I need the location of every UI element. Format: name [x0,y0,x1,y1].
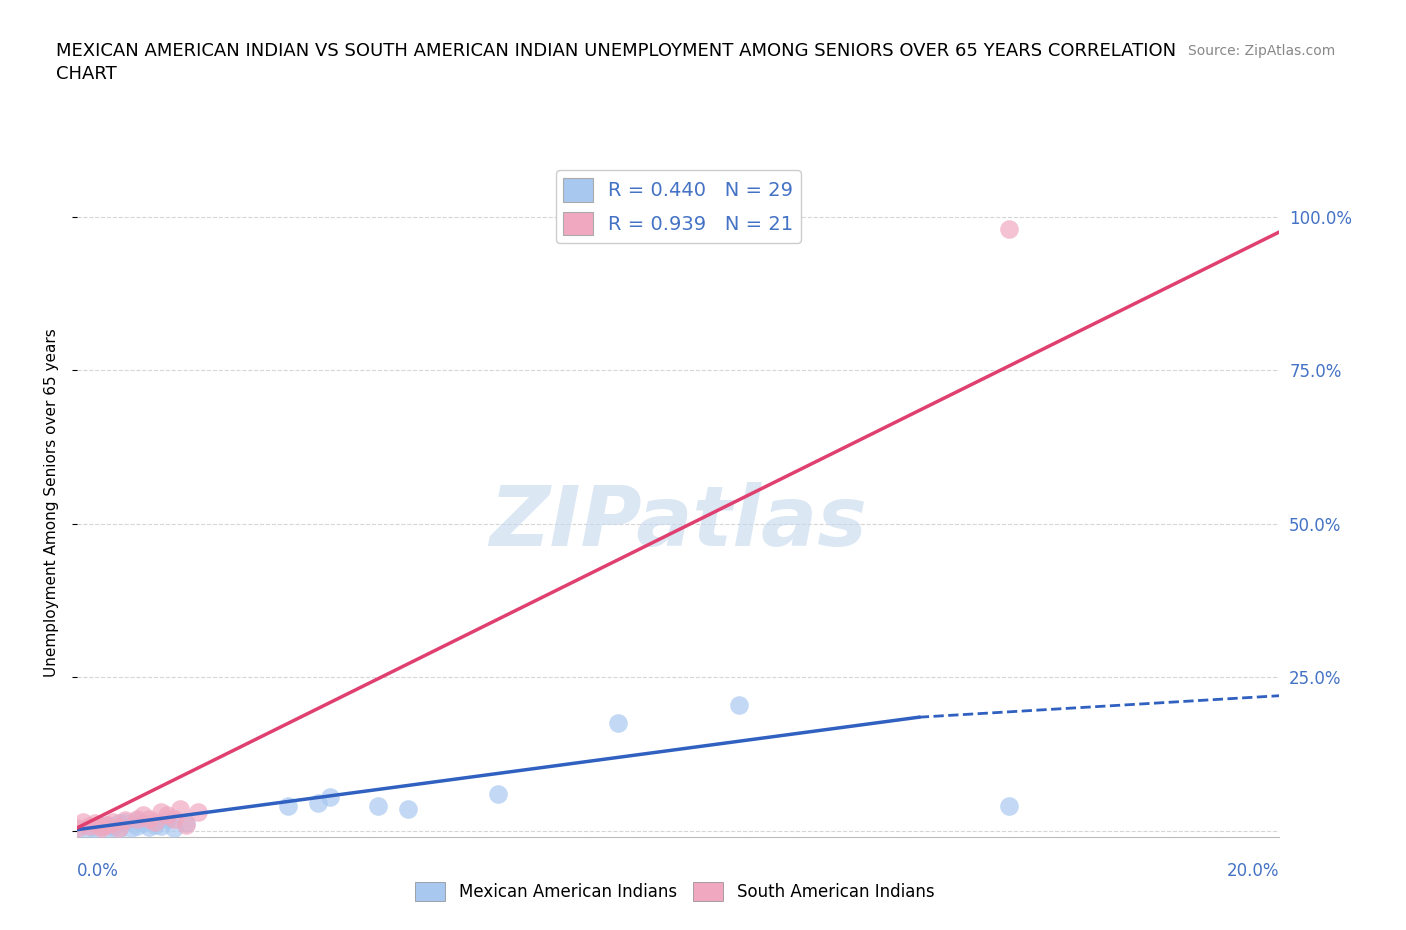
Point [132,808,155,823]
Text: 20.0%: 20.0% [1227,862,1279,881]
Point [150,805,173,820]
Point [174,816,197,830]
Point [156,808,179,823]
Point [72,815,94,830]
Point [169,802,191,817]
Point [66,822,89,837]
Point [145,817,167,832]
Legend: R = 0.440   N = 29, R = 0.939   N = 21: R = 0.440 N = 29, R = 0.939 N = 21 [555,170,801,243]
Point [307,796,329,811]
Text: MEXICAN AMERICAN INDIAN VS SOUTH AMERICAN INDIAN UNEMPLOYMENT AMONG SENIORS OVER: MEXICAN AMERICAN INDIAN VS SOUTH AMERICA… [56,42,1177,60]
Point [127,811,149,826]
Point [114,814,136,829]
Point [145,814,167,829]
Point [277,799,299,814]
Point [319,790,342,804]
Point [132,816,155,830]
Point [367,799,389,814]
Point [127,813,149,828]
Point [127,818,149,833]
Point [187,805,209,820]
Point [998,799,1021,814]
Point [998,221,1021,236]
Point [138,819,160,834]
Point [162,820,184,835]
Point [79,818,101,833]
Point [120,820,142,835]
Point [79,820,101,835]
Point [486,787,509,802]
Point [396,802,419,817]
Text: CHART: CHART [56,65,117,83]
Legend: Mexican American Indians, South American Indians: Mexican American Indians, South American… [409,875,941,908]
Point [174,817,197,832]
Point [138,811,160,826]
Text: 0.0%: 0.0% [77,862,120,881]
Point [96,821,118,836]
Point [66,820,89,835]
Point [156,811,179,826]
Point [114,813,136,828]
Text: ZIPatlas: ZIPatlas [489,482,868,563]
Point [90,820,112,835]
Point [96,817,118,832]
Point [90,818,112,833]
Point [108,816,131,830]
Point [162,811,184,826]
Point [727,698,749,712]
Point [103,815,125,830]
Y-axis label: Unemployment Among Seniors over 65 years: Unemployment Among Seniors over 65 years [44,328,59,677]
Point [96,817,118,832]
Point [90,818,112,833]
Point [84,821,107,836]
Point [84,816,107,830]
Point [103,819,125,834]
Text: Source: ZipAtlas.com: Source: ZipAtlas.com [1188,44,1336,58]
Point [607,716,630,731]
Point [150,818,173,833]
Point [108,821,131,836]
Point [108,820,131,835]
